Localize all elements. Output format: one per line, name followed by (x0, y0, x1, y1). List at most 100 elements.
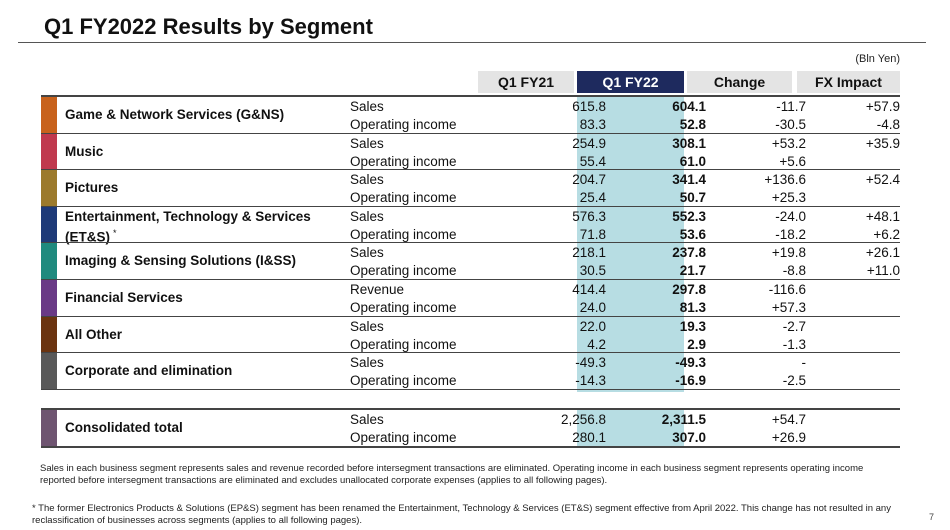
segment-name: Music (65, 144, 103, 160)
segment-name: Game & Network Services (G&NS) (65, 107, 284, 123)
header-change: Change (687, 71, 792, 93)
value-q1-fy21: -14.3 (575, 373, 606, 389)
segment-name: All Other (65, 327, 122, 343)
consolidated-total-block: Consolidated total Sales 2,256.8 2,311.5 +54… (41, 410, 900, 446)
value-change: -8.8 (782, 263, 806, 279)
page-number: 7 (928, 512, 934, 522)
value-change: -2.7 (782, 318, 806, 334)
value-change: +25.3 (771, 190, 806, 206)
value-fx-impact: +48.1 (865, 208, 900, 224)
segment-color-swatch (41, 280, 57, 316)
row-divider (41, 169, 900, 171)
metric-label: Operating income (350, 373, 457, 389)
metric-row: Operating income 24.0 81.3 +57.3 (350, 299, 900, 317)
value-fx-impact: +57.9 (865, 99, 900, 114)
segment-block: Pictures Sales 204.7 341.4 +136.6 +52.4 Operat… (41, 170, 900, 206)
value-q1-fy21: 55.4 (579, 153, 606, 169)
segment-name-text: Imaging & Sensing Solutions (I&SS) (65, 253, 297, 269)
segment-block: Game & Network Services (G&NS) Sales 615.8… (41, 97, 900, 133)
value-q1-fy22: 52.8 (679, 117, 706, 132)
segment-color-swatch (41, 243, 57, 279)
value-q1-fy22: 19.3 (679, 318, 706, 334)
metric-label: Operating income (350, 153, 457, 169)
segment-name: Imaging & Sensing Solutions (I&SS) (65, 253, 296, 269)
metric-label: Sales (350, 318, 384, 334)
segment-name-text: Game & Network Services (G&NS) (65, 107, 285, 122)
segment-color-swatch (41, 410, 57, 446)
header-q1-fy22: Q1 FY22 (577, 71, 684, 93)
value-q1-fy22: -49.3 (675, 355, 706, 371)
value-change: +54.7 (771, 412, 806, 427)
value-change: +57.3 (771, 300, 806, 315)
value-q1-fy22: 61.0 (679, 153, 706, 169)
metric-row: Operating income 4.2 2.9 -1.3 (350, 336, 900, 354)
metric-row: Operating income 71.8 53.6 -18.2 +6.2 (350, 226, 900, 244)
value-change: -24.0 (775, 208, 806, 224)
current-period-highlight-total (577, 410, 684, 446)
value-fx-impact: +26.1 (865, 245, 900, 261)
value-q1-fy22: 50.7 (679, 190, 706, 206)
value-fx-impact: +35.9 (865, 135, 900, 151)
value-q1-fy22: -16.9 (675, 373, 706, 389)
segment-color-swatch (41, 353, 57, 389)
segment-name-text: All Other (65, 326, 123, 342)
row-divider (41, 205, 900, 207)
value-change: -1.3 (782, 336, 806, 352)
metric-row: Revenue 414.4 297.8 -116.6 (350, 281, 900, 299)
value-q1-fy21: 254.9 (572, 135, 606, 151)
metric-label: Operating income (350, 117, 457, 132)
row-divider (41, 352, 900, 354)
segment-color-swatch (41, 170, 57, 206)
segment-block: Financial Services Revenue 414.4 297.8 -116.… (41, 280, 900, 316)
value-q1-fy21: -49.3 (575, 355, 606, 371)
segment-color-swatch (41, 206, 57, 243)
metric-row: Operating income 25.4 50.7 +25.3 (350, 189, 900, 207)
footnote-definitions: Sales in each business segment represent… (40, 463, 864, 486)
value-q1-fy22: 21.7 (679, 263, 706, 279)
value-change: -2.5 (782, 373, 806, 389)
segment-name-text: Pictures (65, 180, 119, 196)
value-change: +26.9 (771, 430, 806, 445)
value-change: -30.5 (775, 117, 806, 132)
metric-row: Sales 576.3 552.3 -24.0 +48.1 (350, 208, 900, 226)
value-q1-fy21: 30.5 (579, 263, 606, 279)
value-q1-fy21: 280.1 (572, 430, 606, 445)
metric-row: Sales 2,256.8 2,311.5 +54.7 (350, 411, 900, 429)
segment-block: All Other Sales 22.0 19.3 -2.7 Operating inco… (41, 316, 900, 354)
segment-color-swatch (41, 133, 57, 170)
segment-name: Corporate and elimination (65, 363, 232, 379)
footnote-ets: * The former Electronics Products & Solu… (32, 503, 912, 527)
row-divider (41, 388, 900, 390)
metric-row: Operating income 30.5 21.7 -8.8 +11.0 (350, 262, 900, 280)
metric-label: Operating income (350, 336, 457, 352)
metric-label: Operating income (350, 190, 457, 206)
value-q1-fy22: 552.3 (672, 208, 706, 224)
segment-color-swatch (41, 316, 57, 353)
metric-row: Operating income -14.3 -16.9 -2.5 (350, 372, 900, 390)
footnote-mark: * (32, 503, 36, 514)
value-q1-fy21: 576.3 (572, 208, 606, 224)
segment-name: Entertainment, Technology & Services (ET&… (65, 209, 311, 246)
value-change: +53.2 (771, 135, 806, 151)
row-divider (41, 95, 900, 97)
segment-name-text: Financial Services (65, 290, 183, 305)
metric-label: Sales (350, 172, 384, 188)
value-fx-impact: +6.2 (873, 226, 900, 242)
value-fx-impact: +11.0 (866, 263, 900, 279)
value-q1-fy22: 308.1 (672, 135, 706, 151)
value-change: +19.8 (771, 245, 806, 261)
row-divider (41, 445, 900, 448)
segment-name-text: Entertainment, Technology & Services (65, 208, 311, 224)
segment-name-text: Music (65, 143, 104, 159)
metric-label: Operating income (350, 430, 457, 445)
segment-color-swatch (41, 97, 57, 133)
metric-label: Sales (350, 99, 384, 114)
segment-block: Music Sales 254.9 308.1 +53.2 +35.9 Operating … (41, 133, 900, 170)
value-q1-fy21: 2,256.8 (560, 412, 606, 427)
row-divider (41, 132, 900, 134)
metric-row: Sales 254.9 308.1 +53.2 +35.9 (350, 135, 900, 153)
segment-name: Financial Services (65, 290, 183, 306)
value-change: +5.6 (779, 153, 806, 169)
value-q1-fy22: 53.6 (679, 226, 706, 242)
value-q1-fy21: 204.7 (572, 172, 606, 188)
